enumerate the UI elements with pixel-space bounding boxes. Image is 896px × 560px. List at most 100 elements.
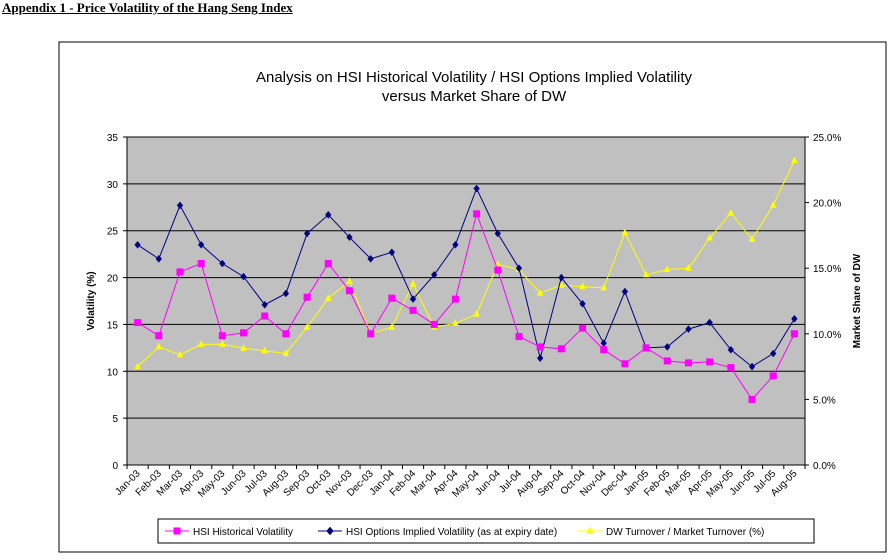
data-point-square — [473, 210, 481, 218]
data-point-diamond — [303, 229, 311, 238]
data-point-diamond — [134, 240, 141, 249]
chart-title-line2: versus Market Share of DW — [382, 88, 567, 105]
legend-marker-diamond — [326, 526, 334, 536]
data-point-triangle — [791, 156, 798, 164]
data-point-diamond — [155, 255, 162, 263]
data-point-diamond — [346, 233, 353, 242]
data-point-square — [176, 268, 184, 276]
data-point-square — [367, 330, 375, 338]
data-point-triangle — [706, 233, 713, 241]
data-point-square — [261, 312, 269, 320]
data-point-square — [282, 330, 290, 338]
data-point-square — [621, 360, 629, 368]
data-point-triangle — [261, 346, 269, 354]
data-point-square — [430, 320, 438, 328]
data-point-triangle — [324, 294, 332, 301]
y2-axis-label: Market Share of DW — [852, 253, 863, 348]
legend-marker-triangle — [586, 526, 594, 534]
legend-label: HSI Historical Volatility — [193, 527, 293, 538]
data-point-square — [684, 359, 692, 367]
y-tick-label: 25 — [107, 227, 119, 238]
data-point-diamond — [431, 270, 438, 279]
y-tick-label: 0 — [112, 461, 118, 472]
data-point-diamond — [494, 229, 501, 238]
series-line-square — [137, 212, 795, 401]
data-point-diamond — [219, 259, 226, 268]
data-point-square — [134, 319, 142, 327]
data-point-square — [451, 295, 459, 303]
legend-label: HSI Options Implied Volatility (as at ex… — [346, 527, 557, 538]
data-point-triangle — [409, 279, 417, 287]
data-point-diamond — [770, 349, 777, 358]
legend: HSI Historical Volatility HSI Options Imp… — [157, 518, 815, 544]
data-point-diamond — [727, 345, 734, 354]
data-point-square — [536, 343, 544, 351]
data-point-square — [324, 260, 332, 268]
data-point-triangle — [197, 340, 205, 347]
data-point-triangle — [134, 362, 141, 370]
y-tick-label: 5 — [112, 414, 118, 425]
data-point-diamond — [748, 362, 756, 371]
data-point-square — [769, 372, 777, 380]
y2-tick-label: 0.0% — [813, 461, 836, 472]
data-point-diamond — [198, 240, 205, 249]
data-point-square — [218, 332, 226, 340]
legend-marker-square — [173, 527, 181, 535]
data-point-square — [515, 333, 523, 341]
series-layer — [134, 156, 798, 403]
data-point-square — [409, 306, 417, 314]
y2-tick-label: 25.0% — [813, 133, 841, 144]
series-line-triangle — [137, 160, 795, 367]
data-point-triangle — [176, 350, 184, 358]
data-point-triangle — [155, 342, 163, 350]
data-point-square — [663, 357, 671, 365]
data-point-diamond — [473, 184, 480, 193]
data-point-triangle — [494, 260, 502, 267]
plot-area — [126, 136, 806, 466]
data-point-square — [706, 358, 714, 366]
y-tick-label: 30 — [107, 180, 119, 191]
data-point-diamond — [261, 300, 268, 309]
data-point-triangle — [621, 228, 629, 236]
y-axis-label: Volatility (%) — [86, 271, 97, 330]
y-tick-label: 35 — [107, 133, 119, 144]
data-point-triangle — [663, 265, 671, 273]
y2-tick-label: 5.0% — [813, 395, 836, 406]
data-point-diamond — [706, 318, 713, 327]
data-point-diamond — [600, 339, 607, 347]
y2-tick-label: 15.0% — [813, 264, 841, 275]
data-point-triangle — [452, 319, 459, 326]
data-point-square — [579, 324, 587, 332]
data-point-triangle — [240, 344, 247, 351]
data-point-square — [388, 294, 396, 302]
data-point-square — [557, 345, 565, 353]
y2-tick-label: 10.0% — [813, 330, 841, 341]
data-point-diamond — [515, 264, 523, 272]
data-point-triangle — [346, 277, 353, 284]
data-point-diamond — [282, 289, 290, 298]
y-tick-label: 10 — [107, 367, 119, 378]
data-point-triangle — [473, 310, 480, 317]
y-tick-label: 15 — [107, 320, 119, 331]
data-point-diamond — [621, 287, 629, 296]
data-point-diamond — [240, 272, 247, 281]
data-point-triangle — [579, 282, 586, 290]
y2-tick-label: 20.0% — [813, 199, 841, 210]
legend-label: DW Turnover / Market Turnover (%) — [606, 527, 764, 538]
data-point-triangle — [303, 323, 311, 330]
data-point-triangle — [536, 289, 544, 296]
data-point-square — [155, 332, 163, 340]
data-point-square — [197, 260, 205, 268]
data-point-diamond — [579, 300, 586, 308]
data-point-diamond — [367, 255, 374, 263]
chart-title-line1: Analysis on HSI Historical Volatility / … — [256, 69, 693, 86]
data-point-square — [642, 344, 650, 352]
data-point-triangle — [219, 340, 226, 347]
data-point-square — [345, 287, 353, 295]
data-point-square — [494, 266, 502, 274]
data-point-triangle — [748, 235, 756, 242]
data-point-diamond — [685, 325, 692, 333]
data-point-diamond — [537, 354, 544, 362]
legend-box — [157, 518, 815, 544]
